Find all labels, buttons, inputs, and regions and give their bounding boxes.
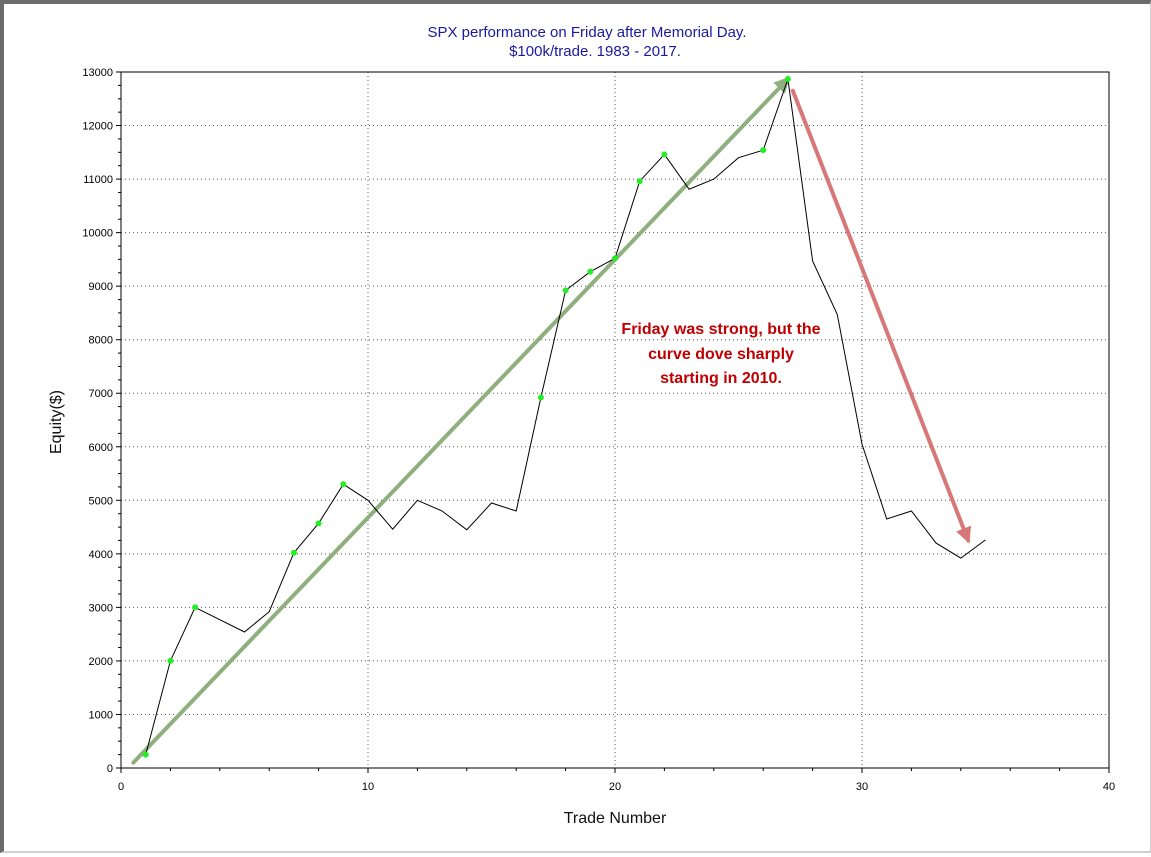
win-point xyxy=(315,520,322,527)
annotation-line-1: Friday was strong, but the xyxy=(621,321,820,338)
grid xyxy=(121,72,1109,768)
y-tick-label: 12000 xyxy=(82,121,113,133)
x-tick-label: 40 xyxy=(1103,781,1115,793)
axes xyxy=(116,71,1110,773)
chart: SPX performance on Friday after Memorial… xyxy=(48,24,1115,827)
y-tick-label: 11000 xyxy=(83,174,113,186)
x-tick-label: 20 xyxy=(609,781,621,793)
win-point xyxy=(167,657,174,664)
win-point xyxy=(760,147,767,154)
y-tick-label: 3000 xyxy=(89,602,113,614)
chart-subtitle: $100k/trade. 1983 - 2017. xyxy=(509,43,681,60)
y-tick-label: 2000 xyxy=(89,656,113,668)
tick-labels: 0100020003000400050006000700080009000100… xyxy=(82,67,1115,793)
x-tick-label: 30 xyxy=(856,781,868,793)
trend-arrow-up xyxy=(131,76,791,765)
equity-series xyxy=(145,78,986,755)
chart-title: SPX performance on Friday after Memorial… xyxy=(427,24,746,41)
win-point xyxy=(636,178,643,185)
y-tick-label: 5000 xyxy=(89,495,113,507)
win-point xyxy=(192,604,199,611)
win-point xyxy=(661,151,668,158)
win-point xyxy=(612,255,618,262)
y-tick-label: 1000 xyxy=(89,709,113,721)
y-tick-label: 9000 xyxy=(89,281,113,293)
x-tick-label: 0 xyxy=(118,781,124,793)
y-axis-title: Equity($) xyxy=(48,390,65,454)
y-tick-label: 13000 xyxy=(82,67,113,79)
y-tick-label: 10000 xyxy=(82,228,113,240)
win-point xyxy=(537,394,544,401)
win-point xyxy=(562,287,569,294)
y-tick-label: 8000 xyxy=(89,335,113,347)
win-point xyxy=(784,75,791,82)
x-tick-label: 10 xyxy=(362,781,374,793)
win-markers xyxy=(142,75,791,758)
y-tick-label: 6000 xyxy=(89,442,113,454)
win-point xyxy=(142,751,149,758)
win-point xyxy=(290,549,297,556)
y-tick-label: 4000 xyxy=(89,549,113,561)
annotation-line-2: curve dove sharply xyxy=(648,346,794,363)
trend-arrow-down xyxy=(790,88,972,544)
annotation-line-3: starting in 2010. xyxy=(660,370,782,387)
win-point xyxy=(587,268,594,275)
equity-line xyxy=(145,78,986,755)
trend-arrows xyxy=(131,76,972,765)
win-point xyxy=(340,481,347,488)
x-axis-title: Trade Number xyxy=(564,810,667,827)
y-tick-label: 0 xyxy=(107,763,113,775)
y-tick-label: 7000 xyxy=(89,388,113,400)
